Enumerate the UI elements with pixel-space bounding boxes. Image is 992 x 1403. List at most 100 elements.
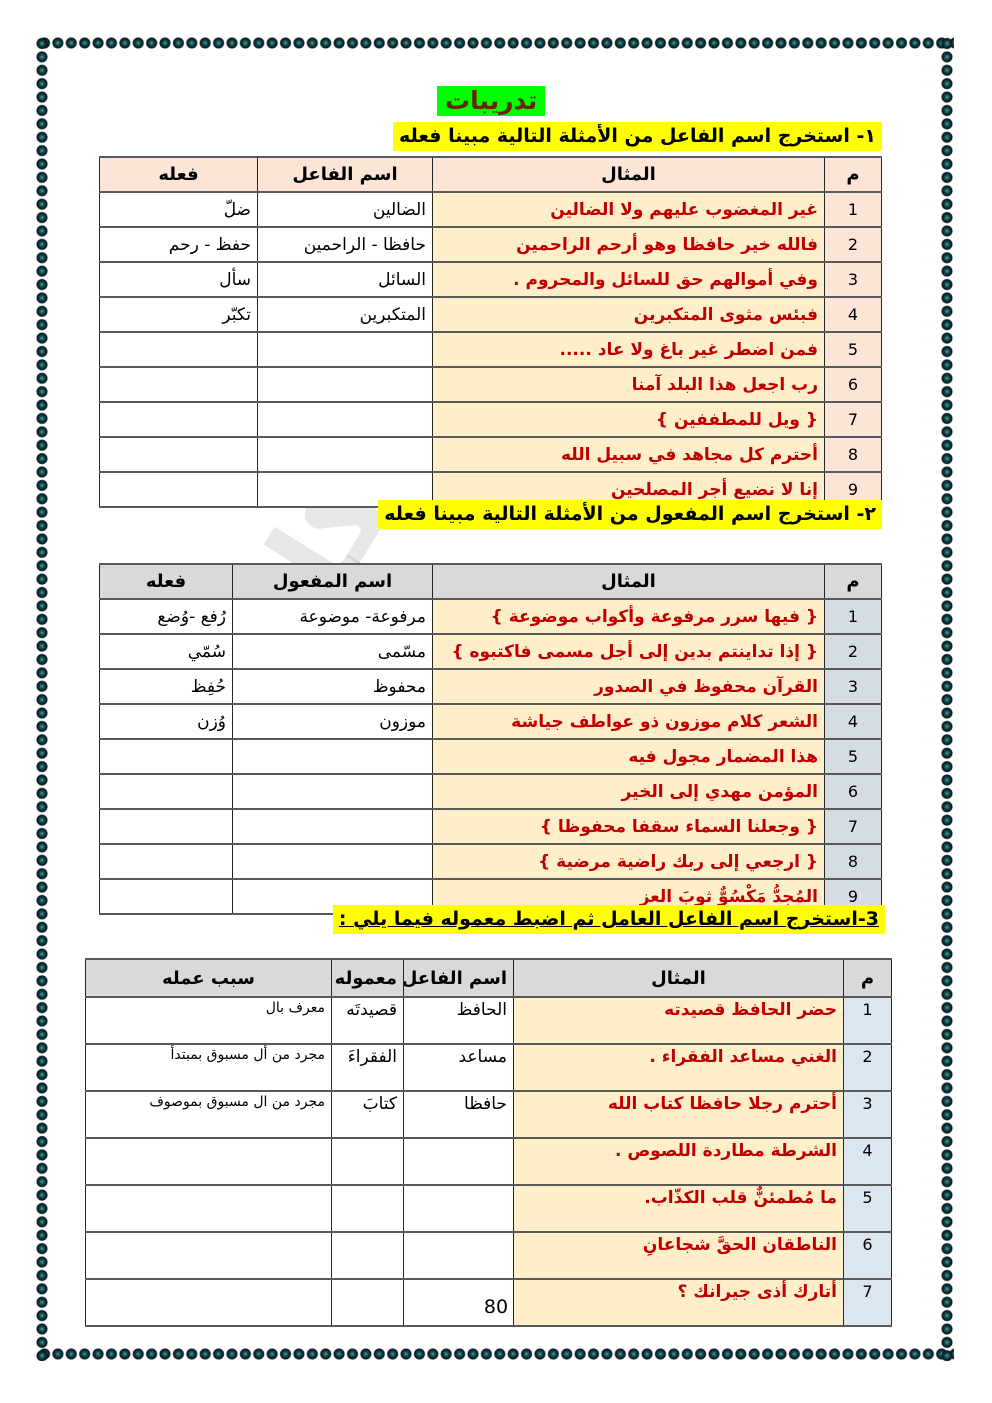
verb-cell (99, 773, 233, 810)
row-number: 6 (824, 773, 882, 810)
participle-cell (403, 1278, 514, 1327)
example-cell: الشرطة مطاردة اللصوص . (513, 1137, 844, 1186)
table-row: 2 فالله خير حافظا وهو أرحم الراحمين حافظ… (99, 226, 882, 263)
example-cell: فالله خير حافظا وهو أرحم الراحمين (432, 226, 825, 263)
column-header-example: المثال (513, 958, 844, 998)
section1-heading: ١- استخرج اسم الفاعل من الأمثلة التالية … (393, 122, 882, 151)
participle-cell (232, 878, 433, 915)
column-header-example: المثال (432, 156, 825, 193)
table-ism-alfaail-alaamil: م المثال اسم الفاعل معموله سبب عمله 1 حض… (85, 958, 892, 1327)
reason-cell: معرف بال (85, 996, 332, 1045)
participle-cell: موزون (232, 703, 433, 740)
table-row: 5 فمن اضطر غير باغ ولا عاد ..... (99, 331, 882, 368)
verb-cell (99, 843, 233, 880)
row-number: 4 (824, 703, 882, 740)
verb-cell: تكبّر (99, 296, 258, 333)
example-cell: أحترم كل مجاهد في سبيل الله (432, 436, 825, 473)
example-cell: { ويل للمطففين } (432, 401, 825, 438)
reason-cell (85, 1231, 332, 1280)
example-cell: { ارجعي إلى ربك راضية مرضية } (432, 843, 825, 880)
example-cell: غير المغضوب عليهم ولا الضالين (432, 191, 825, 228)
object-cell (331, 1231, 404, 1280)
column-header-verb: فعله (99, 563, 233, 600)
table-row: 3 القرآن محفوظ في الصدور محفوظ حُفِظ (99, 668, 882, 705)
table-row: 1 { فيها سرر مرفوعة وأكواب موضوعة } مرفو… (99, 598, 882, 635)
row-number: 8 (824, 843, 882, 880)
column-header-num: م (824, 156, 882, 193)
page-title: تدريبات (437, 86, 546, 116)
table-ism-alfaail: م المثال اسم الفاعل فعله 1 غير المغضوب ع… (99, 156, 882, 508)
participle-cell: حافظا (403, 1090, 514, 1139)
table-row: 7 أتارك أذى جيرانك ؟ (85, 1278, 892, 1327)
verb-cell (99, 471, 258, 508)
participle-cell: السائل (257, 261, 433, 298)
example-cell: فبئس مثوى المتكبرين (432, 296, 825, 333)
reason-cell: مجرد من أل مسبوق بمبتدأ (85, 1043, 332, 1092)
row-number: 7 (824, 401, 882, 438)
row-number: 2 (824, 226, 882, 263)
participle-cell (403, 1184, 514, 1233)
object-cell (331, 1137, 404, 1186)
column-header-object: معموله (331, 958, 404, 998)
verb-cell: سُمّي (99, 633, 233, 670)
row-number: 5 (824, 738, 882, 775)
participle-cell: مساعد (403, 1043, 514, 1092)
row-number: 1 (824, 598, 882, 635)
example-cell: المؤمن مهدي إلى الخير (432, 773, 825, 810)
column-header-num: م (843, 958, 892, 998)
table-row: 6 رب اجعل هذا البلد آمنا (99, 366, 882, 403)
example-cell: وفي أموالهم حق للسائل والمحروم . (432, 261, 825, 298)
table-row: 6 الناطقان الحقَّ شجاعانِ (85, 1231, 892, 1280)
object-cell (331, 1184, 404, 1233)
column-header-participle: اسم المفعول (232, 563, 433, 600)
column-header-num: م (824, 563, 882, 600)
row-number: 6 (824, 366, 882, 403)
column-header-example: المثال (432, 563, 825, 600)
participle-cell: الحافظ (403, 996, 514, 1045)
participle-cell (257, 401, 433, 438)
column-header-participle: اسم الفاعل (257, 156, 433, 193)
border-right-decoration (941, 37, 954, 1361)
table-ism-almafool: م المثال اسم المفعول فعله 1 { فيها سرر م… (99, 563, 882, 915)
row-number: 2 (843, 1043, 892, 1092)
table-row: 1 حضر الحافظ قصيدته الحافظ قصيدتَه معرف … (85, 996, 892, 1045)
table-row: 8 أحترم كل مجاهد في سبيل الله (99, 436, 882, 473)
table-row: 2 { إذا تداينتم بدين إلى أجل مسمى فاكتبو… (99, 633, 882, 670)
verb-cell (99, 878, 233, 915)
example-cell: هذا المضمار مجول فيه (432, 738, 825, 775)
row-number: 7 (843, 1278, 892, 1327)
table-header-row: م المثال اسم الفاعل فعله (99, 156, 882, 193)
reason-cell (85, 1184, 332, 1233)
verb-cell (99, 808, 233, 845)
table-row: 3 وفي أموالهم حق للسائل والمحروم . السائ… (99, 261, 882, 298)
reason-cell (85, 1137, 332, 1186)
section3-heading: 3-استخرج اسم الفاعل العامل ثم اضبط معمول… (332, 905, 885, 934)
table-row: 7 { ويل للمطففين } (99, 401, 882, 438)
row-number: 6 (843, 1231, 892, 1280)
column-header-verb: فعله (99, 156, 258, 193)
table-row: 7 { وجعلنا السماء سقفا محفوظا } (99, 808, 882, 845)
participle-cell: محفوظ (232, 668, 433, 705)
example-cell: أتارك أذى جيرانك ؟ (513, 1278, 844, 1327)
section2-heading: ٢- استخرج اسم المفعول من الأمثلة التالية… (378, 500, 882, 529)
verb-cell: حفظ - رحم (99, 226, 258, 263)
table-header-row: م المثال اسم الفاعل معموله سبب عمله (85, 958, 892, 998)
table-row: 4 الشرطة مطاردة اللصوص . (85, 1137, 892, 1186)
verb-cell: سأل (99, 261, 258, 298)
row-number: 3 (824, 668, 882, 705)
participle-cell (232, 738, 433, 775)
example-cell: الناطقان الحقَّ شجاعانِ (513, 1231, 844, 1280)
row-number: 3 (824, 261, 882, 298)
row-number: 8 (824, 436, 882, 473)
object-cell: كتابَ (331, 1090, 404, 1139)
verb-cell (99, 331, 258, 368)
reason-cell: مجرد من ال مسبوق بموصوف (85, 1090, 332, 1139)
table-row: 1 غير المغضوب عليهم ولا الضالين الضالين … (99, 191, 882, 228)
example-cell: أحترم رجلا حافظا كتاب الله (513, 1090, 844, 1139)
page-number: 80 (483, 1296, 509, 1318)
participle-cell: المتكبرين (257, 296, 433, 333)
row-number: 1 (843, 996, 892, 1045)
participle-cell (232, 843, 433, 880)
participle-cell (257, 331, 433, 368)
